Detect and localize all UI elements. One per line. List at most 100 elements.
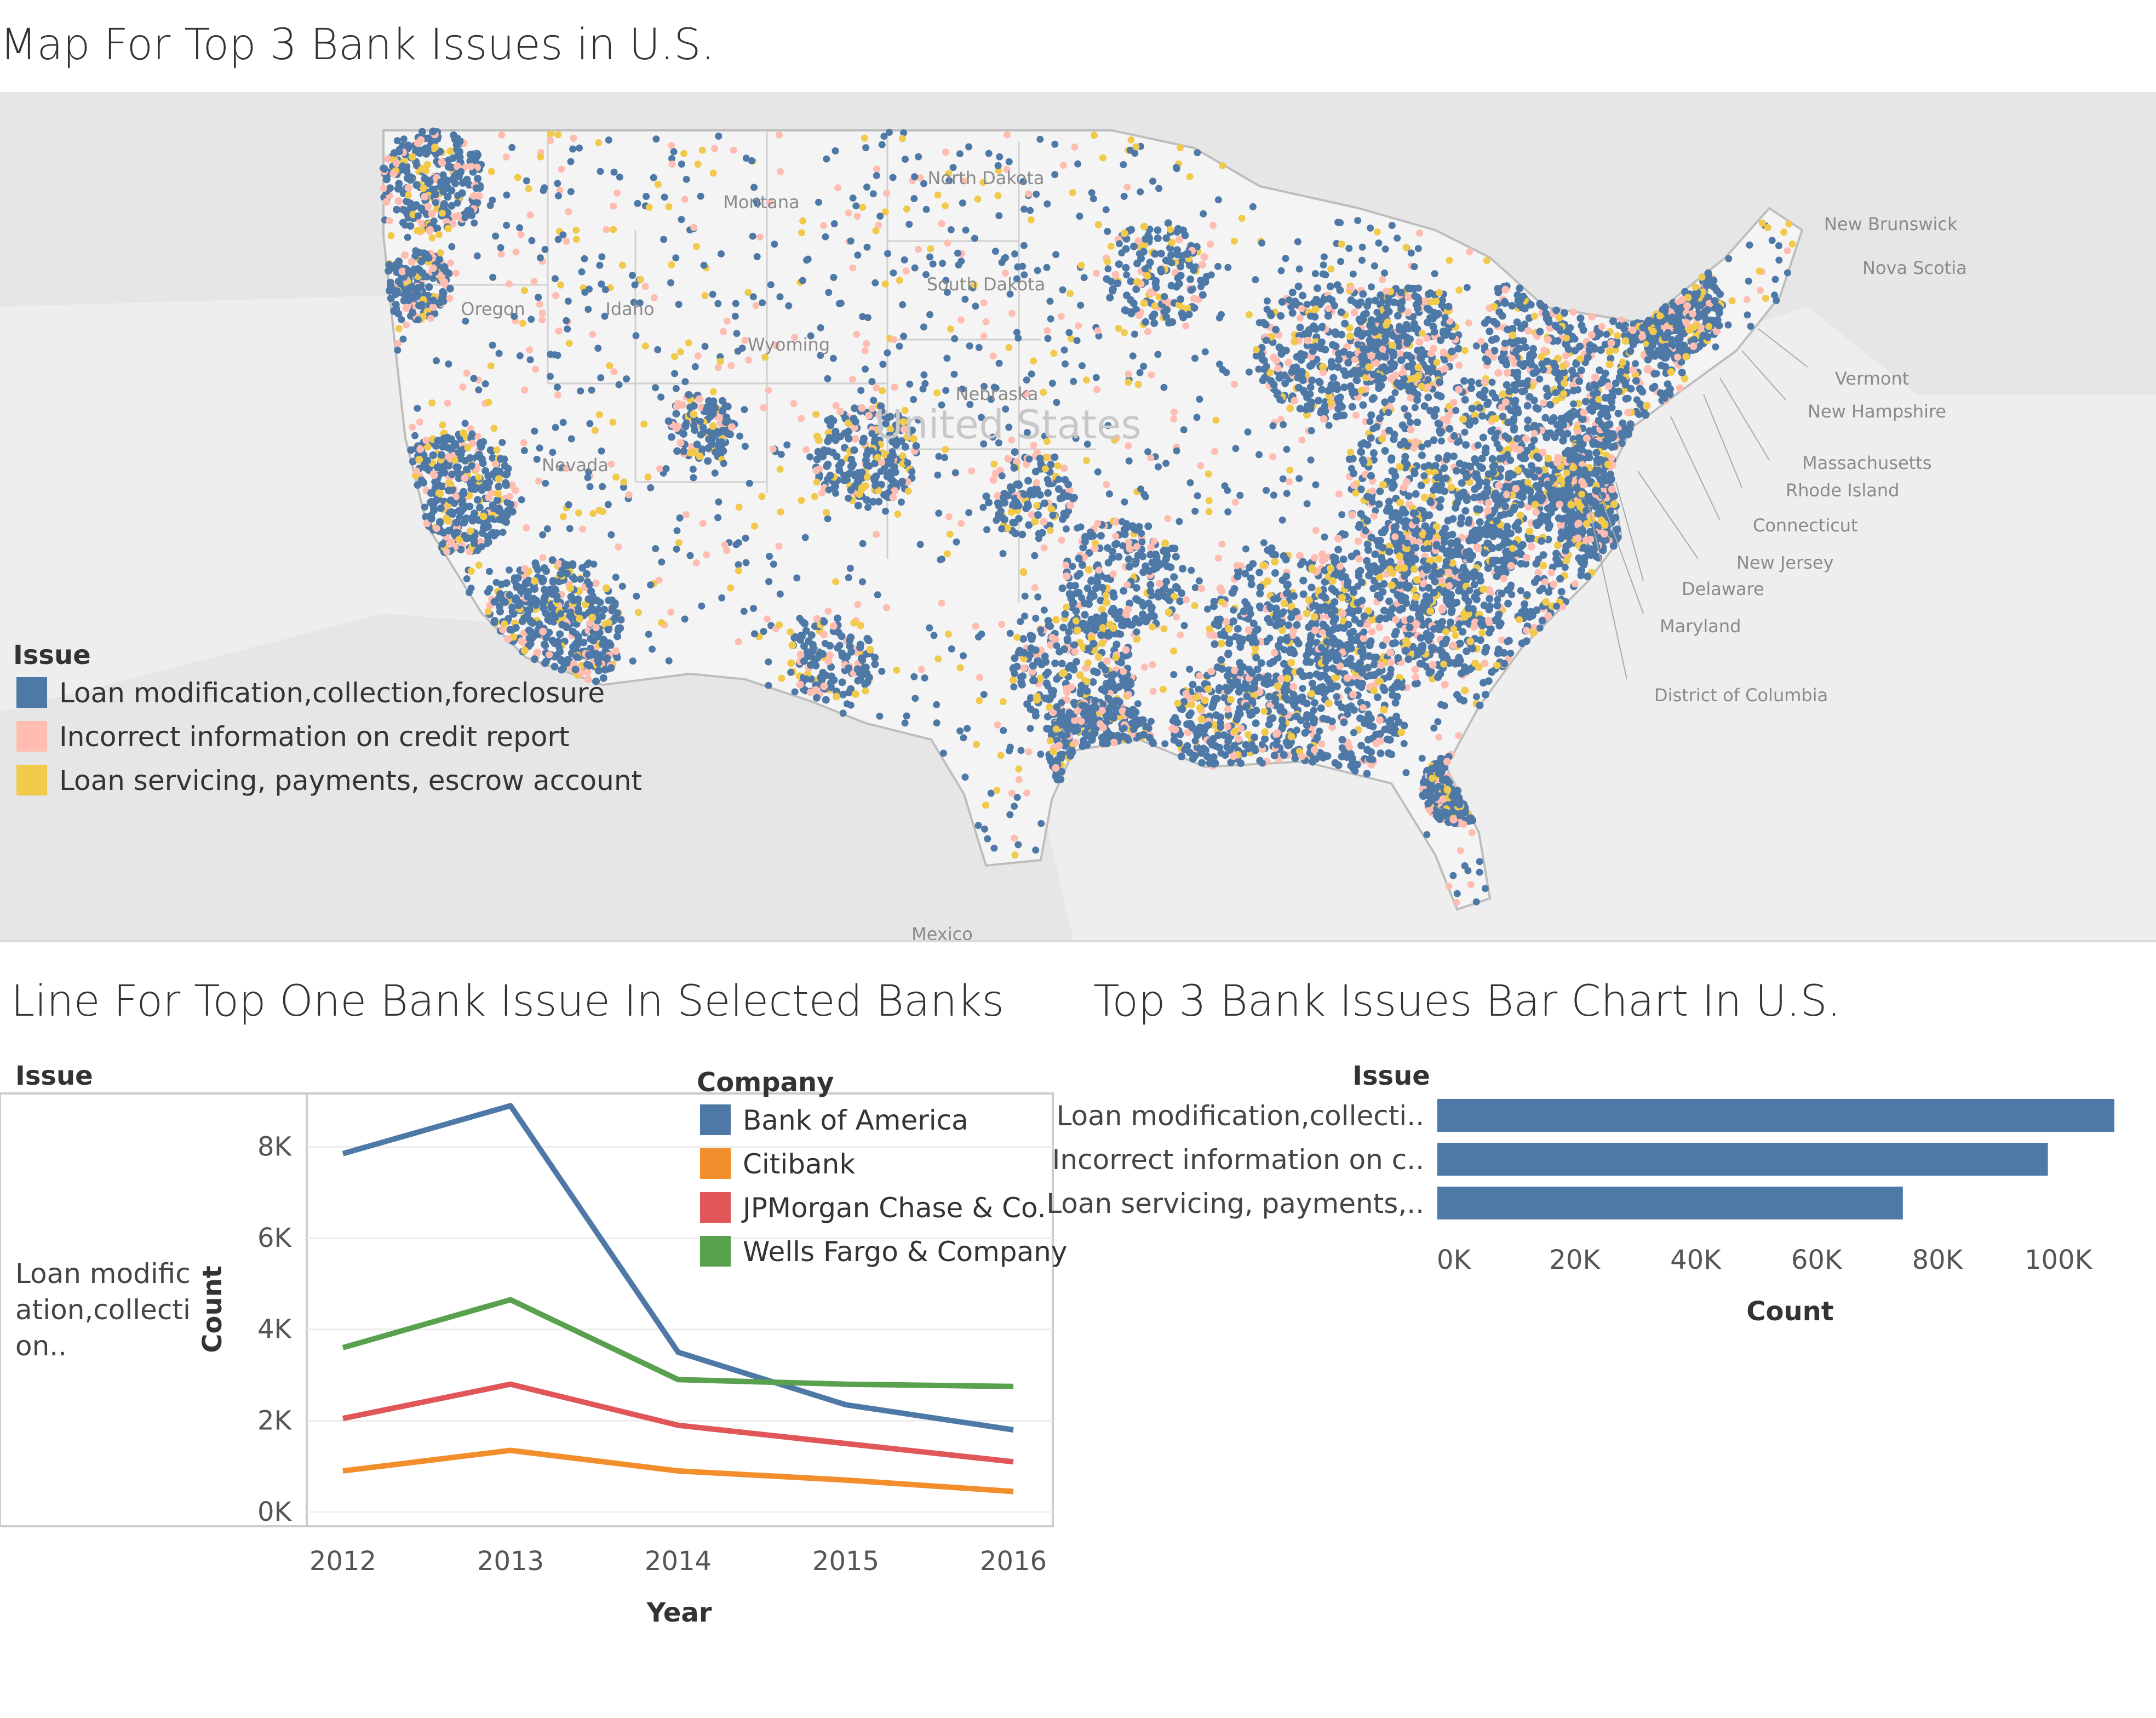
- complaint-dot: [435, 255, 444, 264]
- complaint-dot: [408, 153, 416, 161]
- complaint-dot: [405, 267, 413, 276]
- complaint-dot: [482, 479, 490, 488]
- complaint-dot: [1275, 374, 1283, 382]
- complaint-dot: [869, 497, 877, 506]
- complaint-dot: [1435, 454, 1442, 462]
- complaint-dot: [1608, 485, 1616, 494]
- complaint-dot: [1471, 485, 1479, 493]
- complaint-dot: [520, 646, 529, 655]
- complaint-dot: [1540, 303, 1549, 311]
- complaint-dot: [1406, 615, 1414, 623]
- complaint-dot: [1446, 425, 1454, 433]
- complaint-dot: [1430, 328, 1438, 336]
- complaint-dot: [1432, 542, 1441, 550]
- complaint-dot: [1517, 560, 1525, 568]
- complaint-dot: [1275, 343, 1283, 351]
- complaint-dot: [1328, 577, 1337, 585]
- complaint-dot: [1305, 623, 1313, 631]
- complaint-dot: [1409, 603, 1417, 611]
- complaint-dot: [1398, 421, 1407, 430]
- complaint-dot: [1477, 620, 1485, 628]
- complaint-dot: [575, 607, 583, 615]
- complaint-dot: [596, 598, 604, 606]
- complaint-dot: [1481, 690, 1489, 698]
- complaint-dot: [495, 603, 503, 611]
- complaint-dot: [680, 447, 688, 455]
- complaint-dot: [1331, 598, 1339, 606]
- complaint-dot: [1238, 635, 1247, 644]
- complaint-dot: [1505, 483, 1513, 491]
- complaint-dot: [1274, 364, 1282, 373]
- complaint-dot: [1170, 573, 1178, 581]
- complaint-dot: [1379, 562, 1387, 570]
- complaint-dot: [1355, 555, 1363, 563]
- complaint-dot: [437, 451, 445, 459]
- complaint-dot: [1454, 542, 1462, 550]
- complaint-dot: [1427, 499, 1435, 507]
- complaint-dot: [1579, 326, 1587, 334]
- complaint-dot: [859, 438, 867, 446]
- complaint-dot: [881, 450, 889, 459]
- complaint-dot: [1278, 626, 1286, 634]
- complaint-dot: [1404, 308, 1412, 317]
- complaint-dot: [1411, 666, 1419, 674]
- complaint-dot: [1286, 404, 1294, 413]
- complaint-dot: [1605, 347, 1613, 356]
- complaint-dot: [1459, 488, 1467, 496]
- complaint-dot: [1121, 306, 1129, 314]
- complaint-dot: [1627, 385, 1635, 393]
- complaint-dot: [494, 496, 501, 504]
- complaint-dot: [1253, 625, 1262, 633]
- complaint-dot: [1461, 507, 1470, 515]
- complaint-dot: [1440, 348, 1448, 357]
- complaint-dot: [1367, 534, 1375, 542]
- complaint-dot: [467, 527, 475, 535]
- complaint-dot: [1530, 436, 1538, 444]
- complaint-dot: [1473, 530, 1481, 539]
- complaint-dot: [557, 570, 565, 578]
- complaint-dot: [583, 570, 590, 578]
- complaint-dot: [820, 631, 828, 639]
- complaint-dot: [1381, 447, 1389, 455]
- complaint-dot: [408, 283, 416, 291]
- complaint-dot: [395, 257, 403, 266]
- complaint-dot: [570, 597, 578, 605]
- complaint-dot: [1357, 440, 1366, 449]
- complaint-dot: [832, 436, 840, 444]
- complaint-dot: [1475, 493, 1483, 501]
- complaint-dot: [1228, 589, 1236, 597]
- complaint-dot: [1535, 467, 1543, 475]
- complaint-dot: [1580, 409, 1588, 417]
- complaint-dot: [1660, 394, 1668, 402]
- map-pane[interactable]: North Dakota South Dakota Montana Idaho …: [0, 92, 2156, 944]
- complaint-dot: [719, 447, 727, 455]
- complaint-dot: [1190, 304, 1199, 312]
- complaint-dot: [1217, 639, 1225, 648]
- complaint-dot: [531, 559, 540, 568]
- complaint-dot: [1241, 569, 1249, 577]
- complaint-dot: [1524, 416, 1532, 425]
- complaint-dot: [1291, 337, 1299, 346]
- complaint-dot: [444, 517, 452, 525]
- complaint-dot: [1678, 369, 1686, 376]
- complaint-dot: [1568, 508, 1576, 516]
- complaint-dot: [456, 455, 465, 463]
- complaint-dot: [863, 473, 871, 481]
- complaint-dot: [1359, 401, 1367, 409]
- complaint-dot: [800, 657, 808, 665]
- complaint-dot: [1383, 635, 1391, 644]
- complaint-dot: [1592, 382, 1600, 391]
- complaint-dot: [1442, 474, 1450, 482]
- complaint-dot: [1550, 580, 1558, 588]
- complaint-dot: [603, 654, 611, 662]
- complaint-dot: [1406, 623, 1414, 632]
- complaint-dot: [1404, 293, 1413, 301]
- complaint-dot: [1132, 595, 1140, 603]
- complaint-dot: [1267, 311, 1275, 319]
- complaint-dot: [1425, 511, 1433, 519]
- complaint-dot: [549, 577, 557, 585]
- complaint-dot: [478, 455, 486, 463]
- complaint-dot: [1447, 619, 1454, 627]
- complaint-dot: [1252, 654, 1260, 662]
- complaint-dot: [1402, 599, 1410, 608]
